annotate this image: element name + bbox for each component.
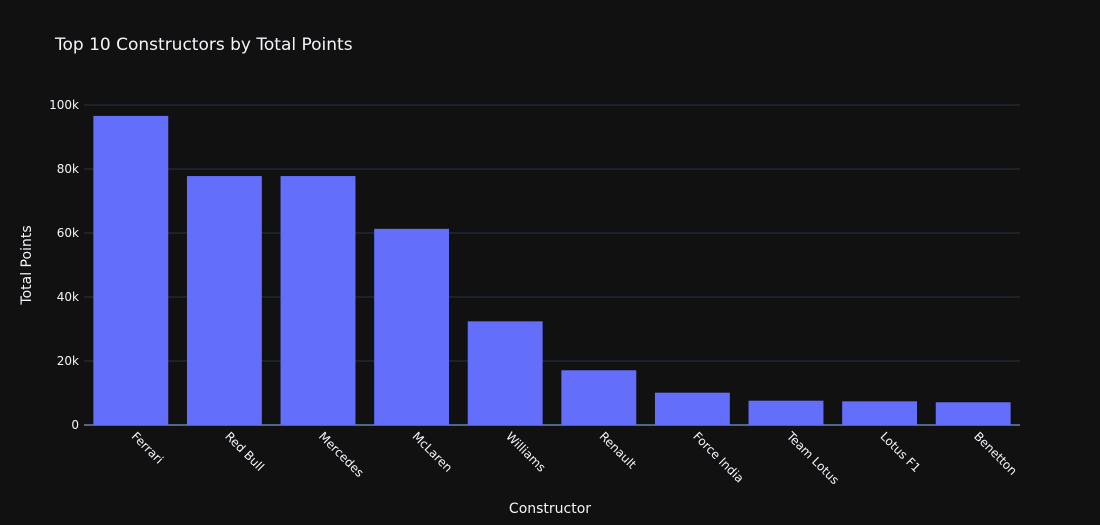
x-tick-label: Benetton <box>971 429 1020 478</box>
x-axis-ticks: Ferrari Red Bull Mercedes McLaren Williams Re… <box>129 429 1020 488</box>
bar-renault[interactable] <box>561 370 637 425</box>
x-tick-label: McLaren <box>409 429 455 475</box>
chart-title: Top 10 Constructors by Total Points <box>54 35 353 55</box>
x-tick-label: Williams <box>503 429 548 474</box>
bar-force-india[interactable] <box>654 392 730 425</box>
y-tick-label: 80k <box>57 162 79 176</box>
bar-lotus-f1[interactable] <box>842 401 918 425</box>
y-tick-label: 0 <box>71 418 79 432</box>
y-tick-label: 40k <box>57 290 79 304</box>
x-tick-label: Lotus F1 <box>877 429 923 475</box>
bar-benetton[interactable] <box>935 402 1011 425</box>
y-tick-label: 60k <box>57 226 79 240</box>
x-tick-label: Ferrari <box>129 429 166 466</box>
bar-red-bull[interactable] <box>186 176 262 425</box>
y-axis-title: Total Points <box>19 225 35 305</box>
x-tick-label: Force India <box>690 429 746 485</box>
bar-ferrari[interactable] <box>93 115 169 425</box>
x-tick-label: Renault <box>597 429 639 471</box>
y-axis-ticks: 0 20k 40k 60k 80k 100k <box>49 98 79 432</box>
y-tick-label: 100k <box>49 98 79 112</box>
x-tick-label: Mercedes <box>316 429 367 480</box>
bar-williams[interactable] <box>467 321 543 425</box>
y-tick-label: 20k <box>57 354 79 368</box>
x-axis-title: Constructor <box>509 501 591 517</box>
x-tick-label: Red Bull <box>222 429 267 474</box>
x-tick-label: Team Lotus <box>783 429 842 488</box>
bar-mclaren[interactable] <box>374 228 450 425</box>
bar-team-lotus[interactable] <box>748 400 824 425</box>
bar-mercedes[interactable] <box>280 176 356 425</box>
bars <box>93 115 1011 425</box>
